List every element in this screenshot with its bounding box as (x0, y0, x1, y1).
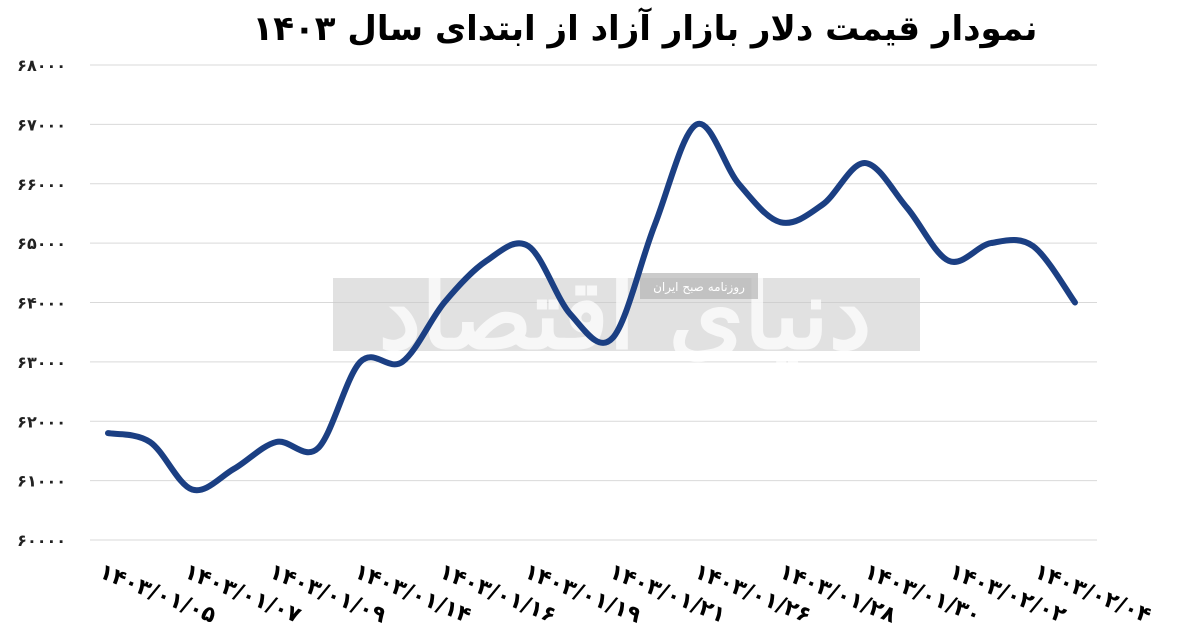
watermark-subtitle: روزنامه صبح ایران (653, 280, 745, 295)
y-axis-ticks: ۶۰۰۰۰ ۶۱۰۰۰ ۶۲۰۰۰ ۶۳۰۰۰ ۶۴۰۰۰ ۶۵۰۰۰ ۶۶۰۰۰ ۶۷۰۰۰… (17, 56, 66, 550)
y-tick-label: ۶۴۰۰۰ (17, 294, 66, 313)
y-tick-label: ۶۷۰۰۰ (17, 115, 66, 134)
x-axis-ticks: ۱۴۰۳/۰۱/۰۵۱۴۰۳/۰۱/۰۷۱۴۰۳/۰۱/۰۹۱۴۰۳/۰۱/۱۴… (95, 559, 1154, 629)
y-tick-label: ۶۸۰۰۰ (17, 56, 66, 75)
chart-title: نمودار قیمت دلار بازار آزاد از ابتدای سا… (253, 7, 1038, 49)
y-tick-label: ۶۶۰۰۰ (17, 175, 66, 194)
y-tick-label: ۶۳۰۰۰ (17, 353, 66, 372)
series-line (105, 120, 1078, 494)
y-tick-label: ۶۵۰۰۰ (17, 234, 66, 253)
y-tick-label: ۶۲۰۰۰ (17, 412, 66, 431)
y-tick-label: ۶۱۰۰۰ (17, 472, 66, 491)
watermark-sub-band (640, 273, 758, 299)
y-tick-label: ۶۰۰۰۰ (17, 531, 66, 550)
